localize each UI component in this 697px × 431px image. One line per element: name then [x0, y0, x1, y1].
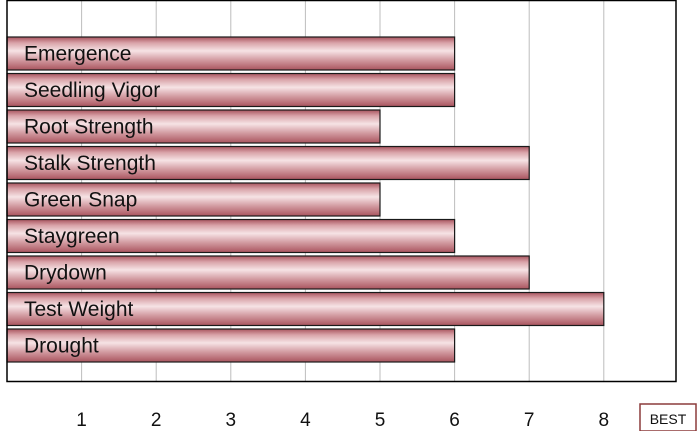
x-tick-label: 5 [375, 410, 386, 431]
best-badge-box [639, 403, 697, 431]
bar-green-snap: Green Snap [6, 182, 381, 217]
bars: Emergence Seedling Vigor Root Strength Stal… [6, 36, 605, 363]
bar-label: Staygreen [24, 225, 120, 248]
bar-label: Root Strength [24, 116, 154, 139]
bar-label: Stalk Strength [24, 152, 156, 175]
bar-rect [6, 182, 381, 217]
bar-drought: Drought [6, 328, 456, 363]
x-tick-label: 8 [599, 410, 610, 431]
bar-label: Seedling Vigor [24, 79, 160, 102]
best-label: BEST [650, 411, 687, 427]
bar-rect [6, 255, 530, 290]
x-tick-label: 1 [76, 410, 87, 431]
x-tick-label: 7 [524, 410, 535, 431]
x-tick-label: 2 [151, 410, 162, 431]
bar-emergence: Emergence [6, 36, 456, 71]
x-tick-label: 4 [300, 410, 311, 431]
bar-label: Test Weight [24, 298, 133, 321]
bar-staygreen: Staygreen [6, 218, 456, 254]
best-badge: BEST [639, 403, 697, 431]
bar-label: Emergence [24, 43, 131, 66]
x-tick-label: 3 [226, 410, 237, 431]
bar-test-weight: Test Weight [6, 291, 605, 327]
x-tick-label: 6 [449, 410, 460, 431]
bar-rect [6, 72, 456, 108]
bar-label: Green Snap [24, 189, 137, 212]
plot-frame [6, 0, 677, 383]
bar-rect [6, 218, 456, 254]
bar-seedling-vigor: Seedling Vigor [6, 72, 456, 108]
bar-rect [6, 145, 530, 181]
x-axis-ticks: 1 2 3 4 5 6 7 8 [76, 410, 609, 431]
bar-label: Drought [24, 335, 99, 358]
bar-stalk-strength: Stalk Strength [6, 145, 530, 181]
bar-rect [6, 109, 381, 144]
bar-label: Drydown [24, 262, 107, 285]
bar-rect [6, 328, 456, 363]
bar-rect [6, 291, 605, 327]
bar-drydown: Drydown [6, 255, 530, 290]
bar-root-strength: Root Strength [6, 109, 381, 144]
